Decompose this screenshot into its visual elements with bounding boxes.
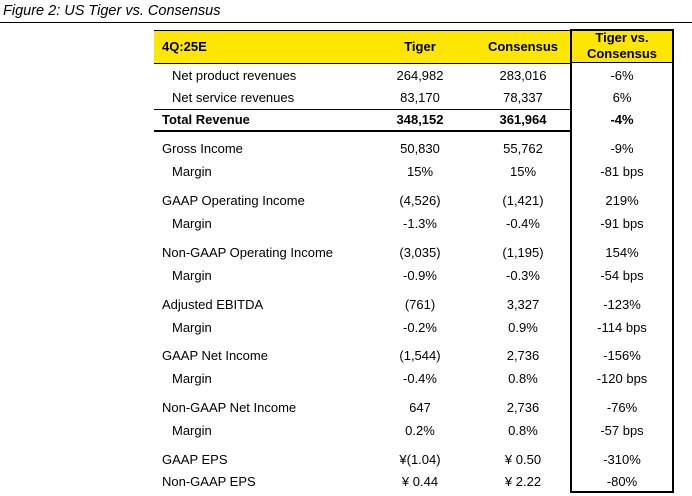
header-tiger: Tiger [404, 39, 436, 54]
row-consensus: (1,195) [502, 245, 544, 260]
row-diff: -9% [610, 141, 634, 156]
row-tiger: (3,035) [399, 245, 441, 260]
diff-header-divider [572, 62, 672, 63]
header-diff-line1: Tiger vs. [595, 30, 649, 45]
row-tiger: (4,526) [399, 193, 441, 208]
title-rule [0, 22, 692, 23]
row-diff: -310% [603, 452, 641, 467]
row-tiger: -0.4% [403, 371, 437, 386]
row-label: Margin [172, 423, 212, 438]
row-label: Margin [172, 371, 212, 386]
row-consensus: 2,736 [506, 400, 540, 415]
row-tiger: ¥(1.04) [399, 452, 441, 467]
row-tiger: 647 [409, 400, 431, 415]
row-label: GAAP Net Income [162, 348, 268, 363]
row-diff: -81 bps [600, 164, 644, 179]
row-tiger: 348,152 [396, 112, 444, 127]
row-consensus: ¥ 2.22 [504, 474, 542, 489]
row-consensus: 2,736 [506, 348, 540, 363]
figure-title: Figure 2: US Tiger vs. Consensus [3, 3, 221, 19]
subtotal-rule [154, 109, 570, 110]
row-label: Non-GAAP Net Income [162, 400, 297, 415]
diff-header-fill [572, 31, 672, 63]
diff-column-outline [570, 29, 674, 493]
row-label: Margin [172, 216, 212, 231]
row-label: Net product revenues [172, 68, 297, 83]
row-tiger: 50,830 [400, 141, 440, 156]
row-diff: -57 bps [600, 423, 644, 438]
row-tiger: -1.3% [403, 216, 437, 231]
row-consensus: 78,337 [503, 90, 543, 105]
row-diff: -114 bps [597, 320, 647, 335]
row-tiger: -0.2% [403, 320, 437, 335]
row-consensus: ¥ 0.50 [504, 452, 542, 467]
row-consensus: 3,327 [506, 297, 540, 312]
row-consensus: 0.8% [508, 423, 538, 438]
row-diff: -54 bps [600, 268, 644, 283]
header-consensus: Consensus [487, 39, 559, 54]
header-diff-line2: Consensus [586, 46, 658, 61]
row-label: Total Revenue [162, 112, 250, 127]
table-header-band [154, 30, 570, 64]
row-diff: -4% [610, 112, 634, 127]
row-diff: -123% [603, 297, 641, 312]
row-consensus: 0.9% [508, 320, 538, 335]
row-label: GAAP EPS [162, 452, 228, 467]
header-period: 4Q:25E [162, 39, 207, 54]
row-tiger: (761) [404, 297, 436, 312]
row-tiger: (1,544) [399, 348, 441, 363]
row-consensus: 55,762 [503, 141, 543, 156]
row-tiger: 83,170 [400, 90, 440, 105]
row-diff: -76% [606, 400, 638, 415]
row-diff: 6% [612, 90, 632, 105]
row-tiger: -0.9% [403, 268, 437, 283]
row-tiger: 15% [406, 164, 434, 179]
total-rule [154, 130, 570, 132]
row-consensus: 361,964 [499, 112, 547, 127]
row-label: Non-GAAP Operating Income [162, 245, 334, 260]
row-consensus: (1,421) [502, 193, 544, 208]
row-label: Adjusted EBITDA [162, 297, 264, 312]
row-label: Net service revenues [172, 90, 295, 105]
row-label: GAAP Operating Income [162, 193, 305, 208]
row-consensus: -0.3% [506, 268, 540, 283]
row-label: Gross Income [162, 141, 243, 156]
row-tiger: 0.2% [405, 423, 435, 438]
row-label: Margin [172, 268, 212, 283]
row-consensus: 0.8% [508, 371, 538, 386]
row-diff: -91 bps [600, 216, 644, 231]
row-label: Margin [172, 164, 212, 179]
row-consensus: 283,016 [499, 68, 547, 83]
row-diff: 154% [605, 245, 639, 260]
row-label: Non-GAAP EPS [162, 474, 256, 489]
row-label: Margin [172, 320, 212, 335]
row-diff: -80% [606, 474, 638, 489]
row-consensus: -0.4% [506, 216, 540, 231]
row-diff: -6% [610, 68, 634, 83]
row-consensus: 15% [509, 164, 537, 179]
row-tiger: ¥ 0.44 [401, 474, 439, 489]
row-tiger: 264,982 [396, 68, 444, 83]
row-diff: 219% [605, 193, 639, 208]
row-diff: -120 bps [596, 371, 648, 386]
row-diff: -156% [603, 348, 641, 363]
